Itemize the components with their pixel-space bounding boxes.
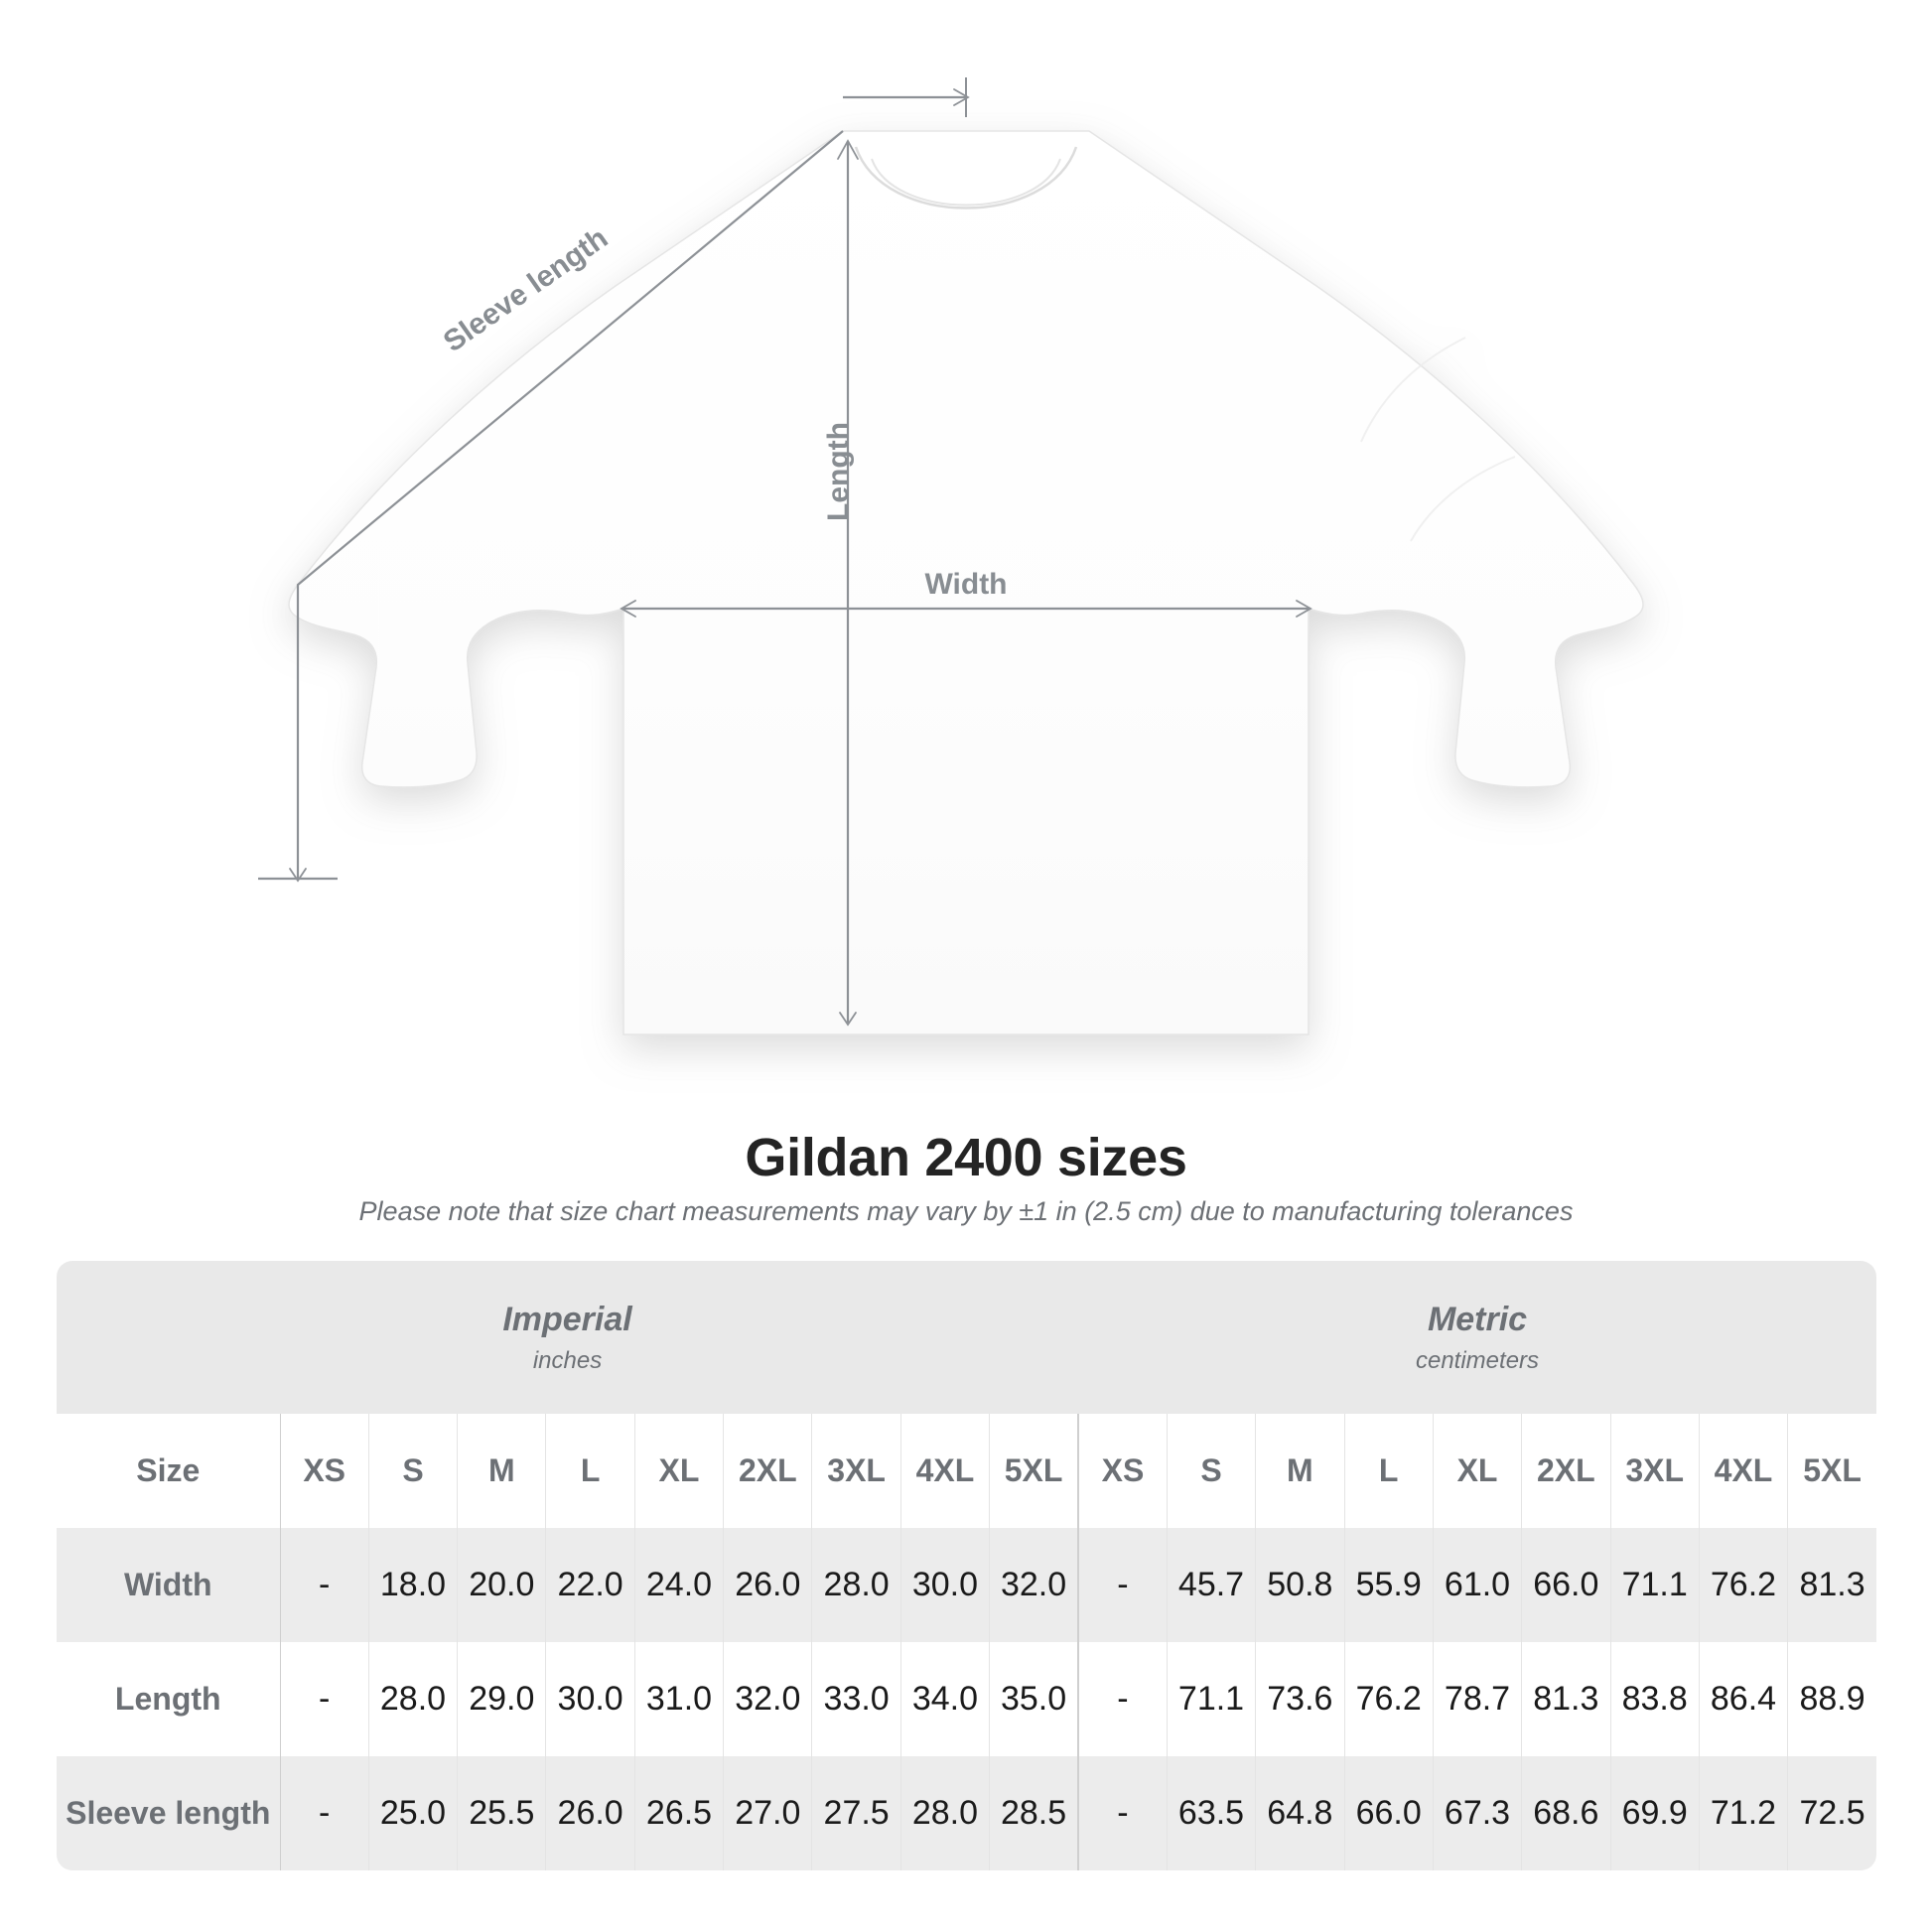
svg-text:Length: Length xyxy=(822,422,855,521)
svg-text:Width: Width xyxy=(924,568,1007,601)
